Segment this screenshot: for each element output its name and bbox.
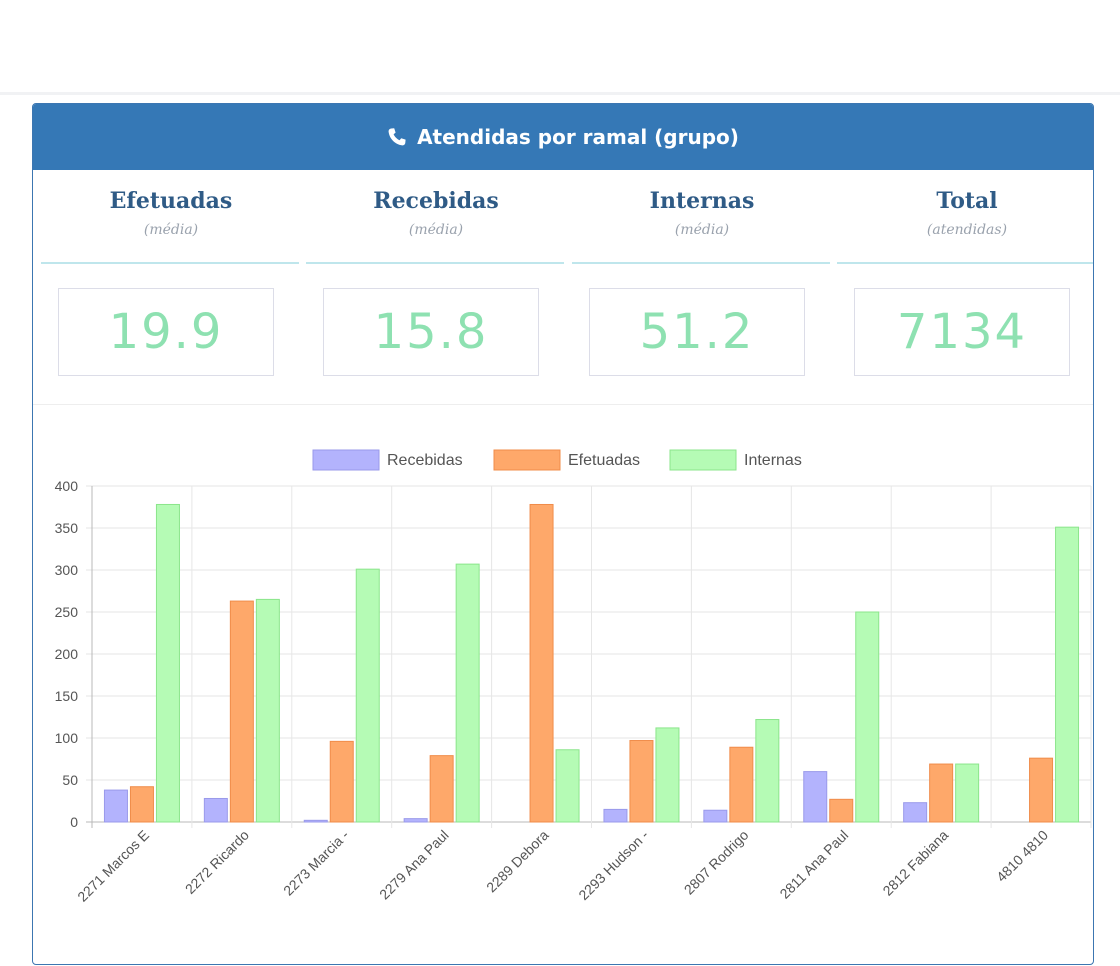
y-tick-label: 150 <box>55 688 79 704</box>
legend-swatch <box>669 449 737 471</box>
bar <box>129 786 154 823</box>
bar <box>303 819 328 823</box>
bar <box>255 598 280 823</box>
stat-title: Internas <box>649 188 755 214</box>
stat-value: 51.2 <box>589 288 805 376</box>
x-tick-label: 2289 Debora <box>483 827 552 896</box>
bar <box>329 740 354 823</box>
bar <box>729 746 754 823</box>
top-bar <box>0 0 1120 95</box>
x-tick-label: 2279 Ana Paul <box>376 827 452 903</box>
bar <box>455 563 480 823</box>
bar <box>629 740 654 823</box>
bar <box>1029 757 1054 823</box>
bar <box>903 802 928 823</box>
stat-rule <box>306 262 564 264</box>
bar <box>429 755 454 823</box>
bar <box>555 749 580 823</box>
legend-swatch <box>312 449 380 471</box>
x-tick-label: 2273 Marcia - <box>280 827 352 899</box>
stat-value: 19.9 <box>58 288 274 376</box>
y-tick-label: 400 <box>55 478 79 494</box>
y-tick-label: 300 <box>55 562 79 578</box>
bar <box>929 763 954 823</box>
panel-title: Atendidas por ramal (grupo) <box>417 125 739 149</box>
x-tick-label: 2807 Rodrigo <box>681 827 752 898</box>
x-tick-label: 2272 Ricardo <box>182 827 252 897</box>
bar <box>1055 526 1080 823</box>
bar <box>155 503 180 823</box>
stat-title: Efetuadas <box>109 188 233 214</box>
bar <box>655 727 680 823</box>
legend-label: Internas <box>744 452 802 469</box>
phone-icon <box>388 128 406 146</box>
stat-value: 7134 <box>854 288 1070 376</box>
bar <box>103 789 128 823</box>
stat-internas: Internas (média) 51.2 <box>572 170 832 404</box>
x-tick-label: 2271 Marcos E <box>74 827 152 905</box>
divider <box>33 404 1093 405</box>
stat-rule <box>837 262 1093 264</box>
y-tick-label: 0 <box>70 814 78 830</box>
stat-title: Recebidas <box>373 188 499 214</box>
stat-title: Total <box>936 188 998 214</box>
bar <box>403 818 428 823</box>
panel-header: Atendidas por ramal (grupo) <box>33 104 1093 170</box>
bar <box>229 600 254 823</box>
x-tick-label: 2812 Fabiana <box>879 827 951 899</box>
bar <box>355 568 380 823</box>
bar <box>829 798 854 823</box>
y-tick-label: 250 <box>55 604 79 620</box>
stat-rule <box>41 262 299 264</box>
bar-chart: 0 50 100 150 200 250 300 350 400 2271 Marcos E 227… <box>55 449 1092 905</box>
legend-label: Recebidas <box>387 452 463 469</box>
bar <box>803 771 828 823</box>
stat-subtitle: (média) <box>674 222 730 238</box>
bar <box>603 808 628 823</box>
stat-subtitle: (média) <box>143 222 199 238</box>
stat-subtitle: (média) <box>408 222 464 238</box>
bar <box>855 611 880 823</box>
stat-value: 15.8 <box>323 288 539 376</box>
stats-row: Efetuadas (média) 19.9 Recebidas (média)… <box>33 170 1093 404</box>
legend-label: Efetuadas <box>568 452 640 469</box>
bar <box>755 719 780 823</box>
x-tick-label: 2293 Hudson - <box>575 827 651 903</box>
x-tick-label: 2811 Ana Paul <box>776 827 851 902</box>
y-tick-label: 100 <box>55 730 79 746</box>
stat-total: Total (atendidas) 7134 <box>837 170 1093 404</box>
stat-subtitle: (atendidas) <box>926 222 1008 238</box>
legend-swatch <box>493 449 561 471</box>
stat-recebidas: Recebidas (média) 15.8 <box>306 170 566 404</box>
y-tick-label: 200 <box>55 646 79 662</box>
bar <box>529 503 554 823</box>
x-tick-label: 4810 4810 <box>993 827 1051 885</box>
bar <box>203 797 228 823</box>
stat-efetuadas: Efetuadas (média) 19.9 <box>41 170 301 404</box>
stat-rule <box>572 262 830 264</box>
bar <box>703 809 728 823</box>
panel-atendidas: Atendidas por ramal (grupo) Efetuadas (m… <box>32 103 1094 965</box>
bar <box>955 763 980 823</box>
y-tick-label: 50 <box>62 772 78 788</box>
y-tick-label: 350 <box>55 520 79 536</box>
